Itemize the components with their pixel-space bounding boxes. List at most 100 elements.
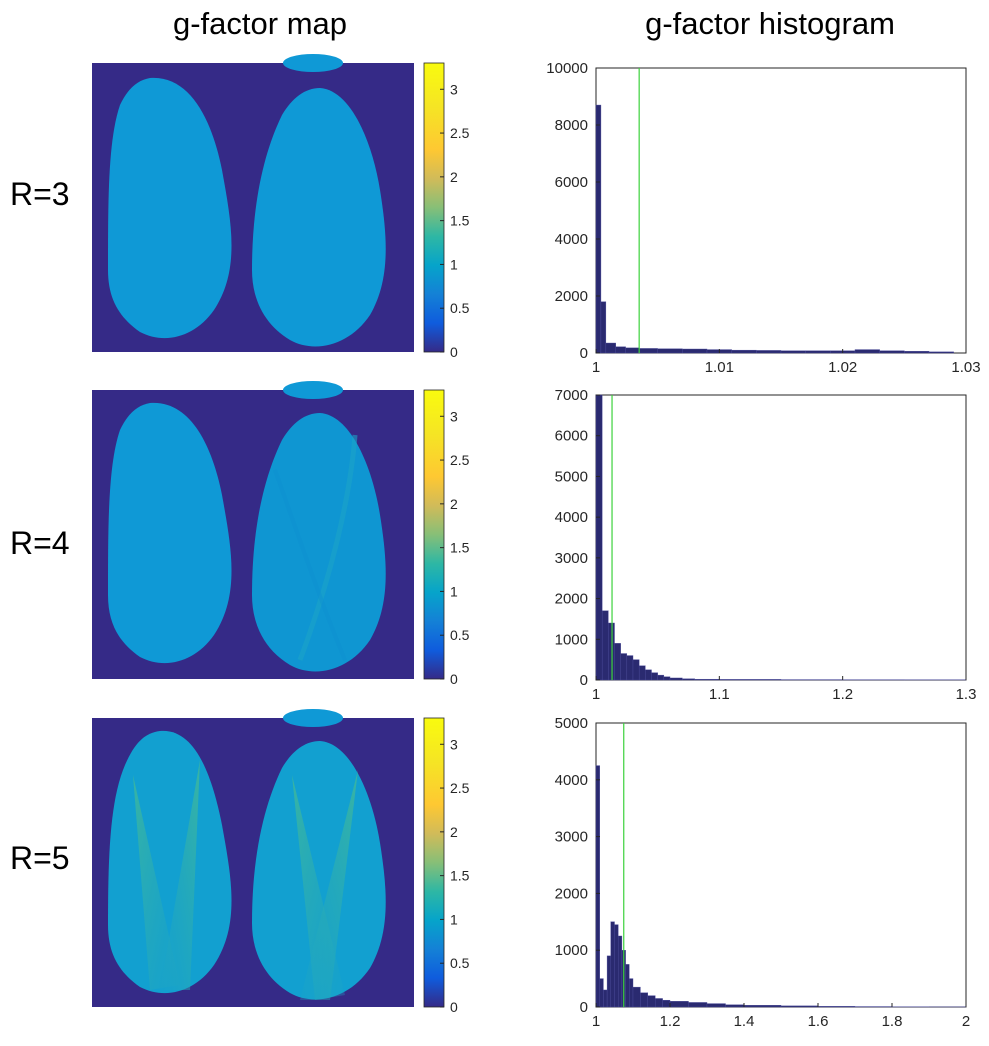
histogram-bar xyxy=(606,955,611,1008)
colorbar-tick-label: 1.5 xyxy=(450,213,470,229)
histogram-bar xyxy=(640,992,649,1008)
histogram-bar xyxy=(625,964,630,1008)
histogram-bar xyxy=(743,1005,782,1008)
histogram-bar xyxy=(629,978,634,1008)
y-tick-label: 3000 xyxy=(555,829,588,846)
colorbar-tick-label: 2 xyxy=(450,169,458,185)
histogram-bar xyxy=(625,347,640,354)
y-tick-label: 1000 xyxy=(555,942,588,959)
histogram-bar xyxy=(601,610,609,681)
histogram-bar xyxy=(854,349,880,354)
colorbar-r5 xyxy=(423,717,445,1008)
colorbar-tick-label: 0.5 xyxy=(450,300,470,316)
y-tick-label: 5000 xyxy=(555,468,588,485)
colorbar-tick-label: 2.5 xyxy=(450,125,470,141)
map-left-lobe xyxy=(108,730,232,994)
histogram-bar xyxy=(657,348,683,354)
histogram-bar xyxy=(688,1002,708,1008)
x-tick-label: 1.2 xyxy=(832,686,853,703)
y-tick-label: 4000 xyxy=(555,231,588,248)
histogram-bar xyxy=(904,351,930,354)
histogram-bar xyxy=(780,1005,819,1008)
histogram-bar xyxy=(928,351,954,354)
histogram-bar xyxy=(694,678,720,681)
y-tick-label: 5000 xyxy=(555,715,588,732)
x-tick-label: 1.4 xyxy=(734,1013,755,1030)
histogram-axes-box xyxy=(595,67,967,354)
histogram-r5: 1 1.2 1.4 1.6 1.8 2 0 1000 2000 3000 4000 5000 xyxy=(555,715,971,1030)
histogram-bar xyxy=(647,995,656,1008)
histogram-bar xyxy=(719,679,782,681)
colorbar-tick-label: 0 xyxy=(450,999,458,1015)
histogram-bar xyxy=(615,346,626,354)
y-tick-label: 6000 xyxy=(555,428,588,445)
y-tick-label: 3000 xyxy=(555,550,588,567)
map-left-lobe xyxy=(108,402,232,664)
y-tick-label: 0 xyxy=(580,672,588,689)
y-tick-label: 8000 xyxy=(555,117,588,134)
colorbar-tick-label: 2 xyxy=(450,496,458,512)
map-panel-r5 xyxy=(92,709,414,1007)
x-tick-label: 1.8 xyxy=(882,1013,903,1030)
colorbar-tick-label: 2.5 xyxy=(450,780,470,796)
histogram-bar xyxy=(610,921,615,1008)
histogram-bar xyxy=(638,348,658,354)
histogram-bar xyxy=(595,765,600,1008)
histogram-bar xyxy=(817,1006,856,1008)
histogram-bar xyxy=(608,622,615,681)
histogram-bar xyxy=(600,301,607,354)
y-tick-label: 1000 xyxy=(555,631,588,648)
histogram-bar xyxy=(603,989,608,1008)
histogram-bar xyxy=(780,350,806,354)
colorbar-r4 xyxy=(423,389,445,680)
colorbar-r3 xyxy=(423,62,445,353)
colorbar-tick-label: 0 xyxy=(450,344,458,360)
map-left-lobe xyxy=(108,77,232,339)
x-tick-label: 1 xyxy=(592,359,600,376)
x-tick-label: 1.01 xyxy=(705,359,734,376)
x-tick-label: 1.6 xyxy=(808,1013,829,1030)
x-tick-label: 1 xyxy=(592,1013,600,1030)
x-tick-label: 1.03 xyxy=(951,359,980,376)
x-tick-label: 1.2 xyxy=(660,1013,681,1030)
colorbar-tick-label: 1.5 xyxy=(450,540,470,556)
y-tick-label: 0 xyxy=(580,999,588,1016)
histogram-bar xyxy=(756,350,782,354)
histogram-bar xyxy=(651,672,658,681)
histogram-bar xyxy=(682,678,695,681)
histogram-r3: 1 1.01 1.02 1.03 0 2000 4000 6000 8000 10000 xyxy=(546,60,980,376)
histogram-bar xyxy=(620,653,628,681)
histogram-bar xyxy=(706,1003,726,1008)
colorbar-tick-label: 3 xyxy=(450,736,458,752)
histogram-bar xyxy=(657,674,665,681)
x-tick-label: 1.1 xyxy=(709,686,730,703)
colorbar-tick-label: 1 xyxy=(450,583,458,599)
map-top-blob xyxy=(283,709,343,727)
histogram-bar xyxy=(626,655,634,681)
histogram-bar xyxy=(662,999,671,1008)
histogram-bar xyxy=(595,394,603,681)
histogram-bar xyxy=(638,665,646,681)
colorbar-tick-label: 0.5 xyxy=(450,627,470,643)
histogram-bar xyxy=(645,669,652,681)
histogram-bar xyxy=(632,986,641,1008)
y-tick-label: 2000 xyxy=(555,288,588,305)
histogram-bar xyxy=(663,676,671,681)
x-tick-label: 1.02 xyxy=(828,359,857,376)
y-tick-label: 2000 xyxy=(555,885,588,902)
y-tick-label: 0 xyxy=(580,345,588,362)
histogram-column-title: g-factor histogram xyxy=(645,6,895,41)
colorbar-tick-label: 1 xyxy=(450,256,458,272)
histogram-axes-box xyxy=(595,722,967,1008)
colorbar-tick-label: 0 xyxy=(450,671,458,687)
colorbar-tick-label: 1 xyxy=(450,911,458,927)
histogram-bar xyxy=(605,342,616,354)
x-tick-label: 1 xyxy=(592,686,600,703)
histogram-bar xyxy=(731,349,757,354)
histogram-bar xyxy=(669,677,683,681)
histogram-bar xyxy=(655,998,663,1008)
y-tick-label: 4000 xyxy=(555,772,588,789)
map-top-blob xyxy=(283,54,343,72)
histogram-bar xyxy=(614,643,621,681)
